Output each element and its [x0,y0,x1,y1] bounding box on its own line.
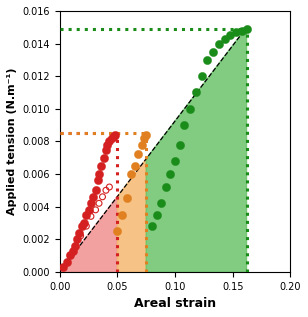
Point [70,248,75,253]
Point [141,136,146,141]
Point [228,33,233,38]
Point [78,233,83,238]
Point [97,201,102,206]
Point [91,194,96,199]
Point [88,201,93,206]
Point [109,136,114,141]
Point [188,106,192,111]
Point [244,26,249,31]
Point [105,142,110,147]
Point [139,142,144,147]
Point [84,223,89,229]
Y-axis label: Applied tension (N.m⁻¹): Applied tension (N.m⁻¹) [7,68,17,215]
Point [144,132,149,137]
Point [177,142,182,147]
Point [74,243,79,248]
Point [136,152,141,157]
Point [68,253,73,258]
Point [95,178,100,183]
Polygon shape [146,28,246,272]
Point [113,132,118,137]
Point [93,207,98,212]
Point [75,236,79,242]
Point [64,259,69,264]
Point [101,155,106,160]
Point [164,184,168,190]
Point [205,57,210,62]
Point [168,171,173,177]
Point [100,194,105,199]
Point [84,212,89,217]
Polygon shape [60,196,117,272]
Point [132,163,137,168]
Point [217,41,221,46]
Point [88,214,93,219]
Point [239,28,244,33]
Point [129,171,134,177]
Point [86,207,91,212]
Point [103,188,108,193]
Point [82,220,87,225]
Point [61,264,66,269]
Point [182,123,187,128]
Point [172,158,177,164]
Point [211,49,216,54]
Point [77,230,82,235]
Point [97,171,102,177]
Point [115,229,120,234]
Point [222,36,227,41]
Point [193,90,198,95]
Point [159,201,164,206]
Point [103,147,108,152]
Point [120,212,124,217]
Point [234,29,239,35]
Point [72,243,77,248]
Point [154,212,159,217]
Point [199,74,204,79]
Polygon shape [117,159,146,272]
Point [107,139,112,144]
Point [111,134,116,139]
Point [68,253,73,258]
Point [150,223,155,229]
Point [107,184,112,190]
X-axis label: Areal strain: Areal strain [134,297,216,310]
Point [124,196,129,201]
Point [79,223,84,229]
Point [99,163,104,168]
Point [93,188,98,193]
